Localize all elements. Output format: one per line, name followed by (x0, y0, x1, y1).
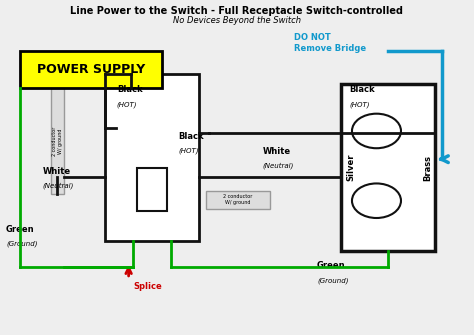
Text: (Neutral): (Neutral) (263, 162, 294, 169)
Text: 2 conductor
W/ ground: 2 conductor W/ ground (223, 195, 253, 205)
Text: (Neutral): (Neutral) (43, 183, 74, 189)
Text: (HOT): (HOT) (349, 101, 370, 108)
Text: Brass: Brass (423, 154, 432, 181)
Text: 2 conductor
W/ ground: 2 conductor W/ ground (52, 126, 63, 156)
Text: Splice: Splice (133, 282, 162, 291)
Bar (51, 88, 64, 194)
Bar (341, 84, 435, 251)
Bar (137, 168, 167, 211)
Text: White: White (43, 167, 71, 176)
Text: DO NOT
Remove Bridge: DO NOT Remove Bridge (293, 33, 365, 53)
Text: POWER SUPPLY: POWER SUPPLY (37, 63, 145, 76)
Text: Line Power to the Switch - Full Receptacle Switch-controlled: Line Power to the Switch - Full Receptac… (71, 6, 403, 16)
Circle shape (352, 114, 401, 148)
Text: (Ground): (Ground) (317, 277, 348, 284)
Circle shape (352, 184, 401, 218)
Text: (HOT): (HOT) (117, 101, 137, 108)
Text: No Devices Beyond the Switch: No Devices Beyond the Switch (173, 16, 301, 25)
Text: Black: Black (178, 132, 204, 141)
Bar (206, 191, 270, 209)
Text: Black: Black (117, 85, 143, 94)
Text: Black: Black (349, 85, 375, 94)
Text: Silver: Silver (346, 154, 356, 181)
Text: (HOT): (HOT) (178, 148, 199, 154)
Text: White: White (263, 147, 291, 156)
Bar (105, 74, 199, 241)
Text: Green: Green (6, 225, 35, 234)
Text: Green: Green (317, 262, 346, 270)
Text: (Ground): (Ground) (6, 241, 37, 247)
Bar (20, 51, 162, 88)
